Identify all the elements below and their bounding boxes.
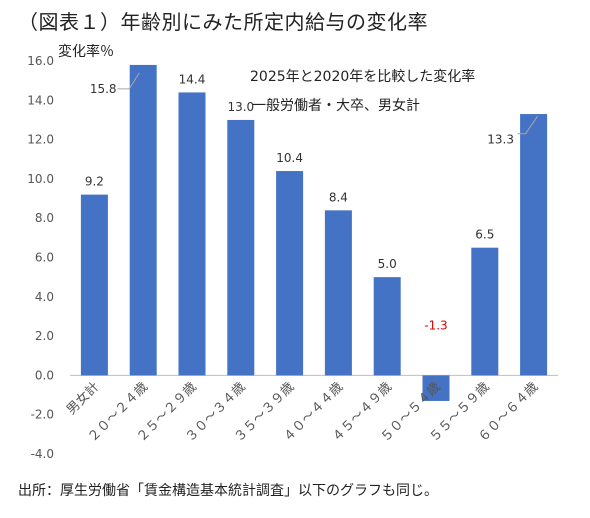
y-tick-label: 8.0	[35, 211, 54, 225]
data-label: 14.4	[179, 72, 206, 86]
data-label: 10.4	[276, 151, 303, 165]
bar	[471, 247, 499, 376]
data-label: 5.0	[378, 257, 397, 271]
data-label: 15.8	[90, 82, 117, 96]
data-label: 6.5	[475, 228, 494, 242]
y-tick-label: -4.0	[31, 447, 54, 461]
data-label: -1.3	[424, 318, 447, 332]
y-tick-label: 0.0	[35, 368, 54, 382]
data-label: 9.2	[85, 175, 104, 189]
y-tick-label: -2.0	[31, 408, 54, 422]
y-tick-label: 10.0	[27, 172, 54, 186]
y-tick-label: 14.0	[27, 93, 54, 107]
figure-title: （図表１）年齢別にみた所定内給与の変化率	[18, 10, 428, 34]
data-label-leader	[517, 115, 539, 135]
y-axis-title: 変化率％	[58, 43, 114, 60]
y-tick-label: 16.0	[27, 54, 54, 68]
bar	[227, 119, 255, 376]
chart-subtitle: 一般労働者・大卒、男女計	[252, 97, 420, 114]
bar	[178, 92, 206, 376]
bar	[520, 114, 548, 376]
y-tick-label: 6.0	[35, 251, 54, 265]
y-tick-label: 2.0	[35, 329, 54, 343]
bar	[422, 375, 450, 401]
x-tick-label: 男女計	[63, 379, 102, 418]
bar	[129, 64, 157, 376]
source-note: 出所：厚生労働省「賃金構造基本統計調査」以下のグラフも同じ。	[18, 483, 438, 499]
data-label: 13.0	[227, 100, 254, 114]
bar	[276, 171, 304, 376]
bar	[324, 210, 352, 376]
data-label: 8.4	[329, 190, 348, 204]
bar	[80, 194, 108, 376]
chart-title: 2025年と2020年を比較した変化率	[250, 68, 475, 85]
data-label: 13.3	[487, 133, 514, 147]
data-label-leader	[117, 72, 140, 90]
bar	[373, 277, 401, 376]
y-tick-label: 12.0	[27, 133, 54, 147]
y-tick-label: 4.0	[35, 290, 54, 304]
